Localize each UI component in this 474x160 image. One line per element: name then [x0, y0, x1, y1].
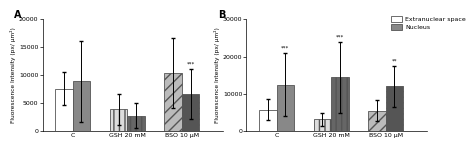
Text: ***: ***: [186, 62, 195, 67]
Bar: [127, 116, 145, 131]
Bar: [314, 119, 331, 131]
Bar: [386, 86, 403, 131]
Bar: [276, 84, 294, 131]
Legend: Extranuclear space, Nucleus: Extranuclear space, Nucleus: [391, 16, 466, 30]
Bar: [259, 110, 276, 131]
Bar: [110, 109, 127, 131]
Y-axis label: Fluorescence Intensity (px/ μm²): Fluorescence Intensity (px/ μm²): [214, 27, 220, 123]
Y-axis label: Fluorescence Intensity (px/ μm²): Fluorescence Intensity (px/ μm²): [10, 27, 16, 123]
Bar: [331, 77, 348, 131]
Text: A: A: [14, 10, 21, 20]
Bar: [164, 73, 182, 131]
Bar: [368, 111, 386, 131]
Text: ***: ***: [281, 46, 289, 51]
Bar: [73, 81, 90, 131]
Bar: [55, 89, 73, 131]
Text: ***: ***: [336, 34, 344, 39]
Bar: [182, 94, 199, 131]
Text: **: **: [392, 59, 397, 64]
Text: B: B: [218, 10, 225, 20]
